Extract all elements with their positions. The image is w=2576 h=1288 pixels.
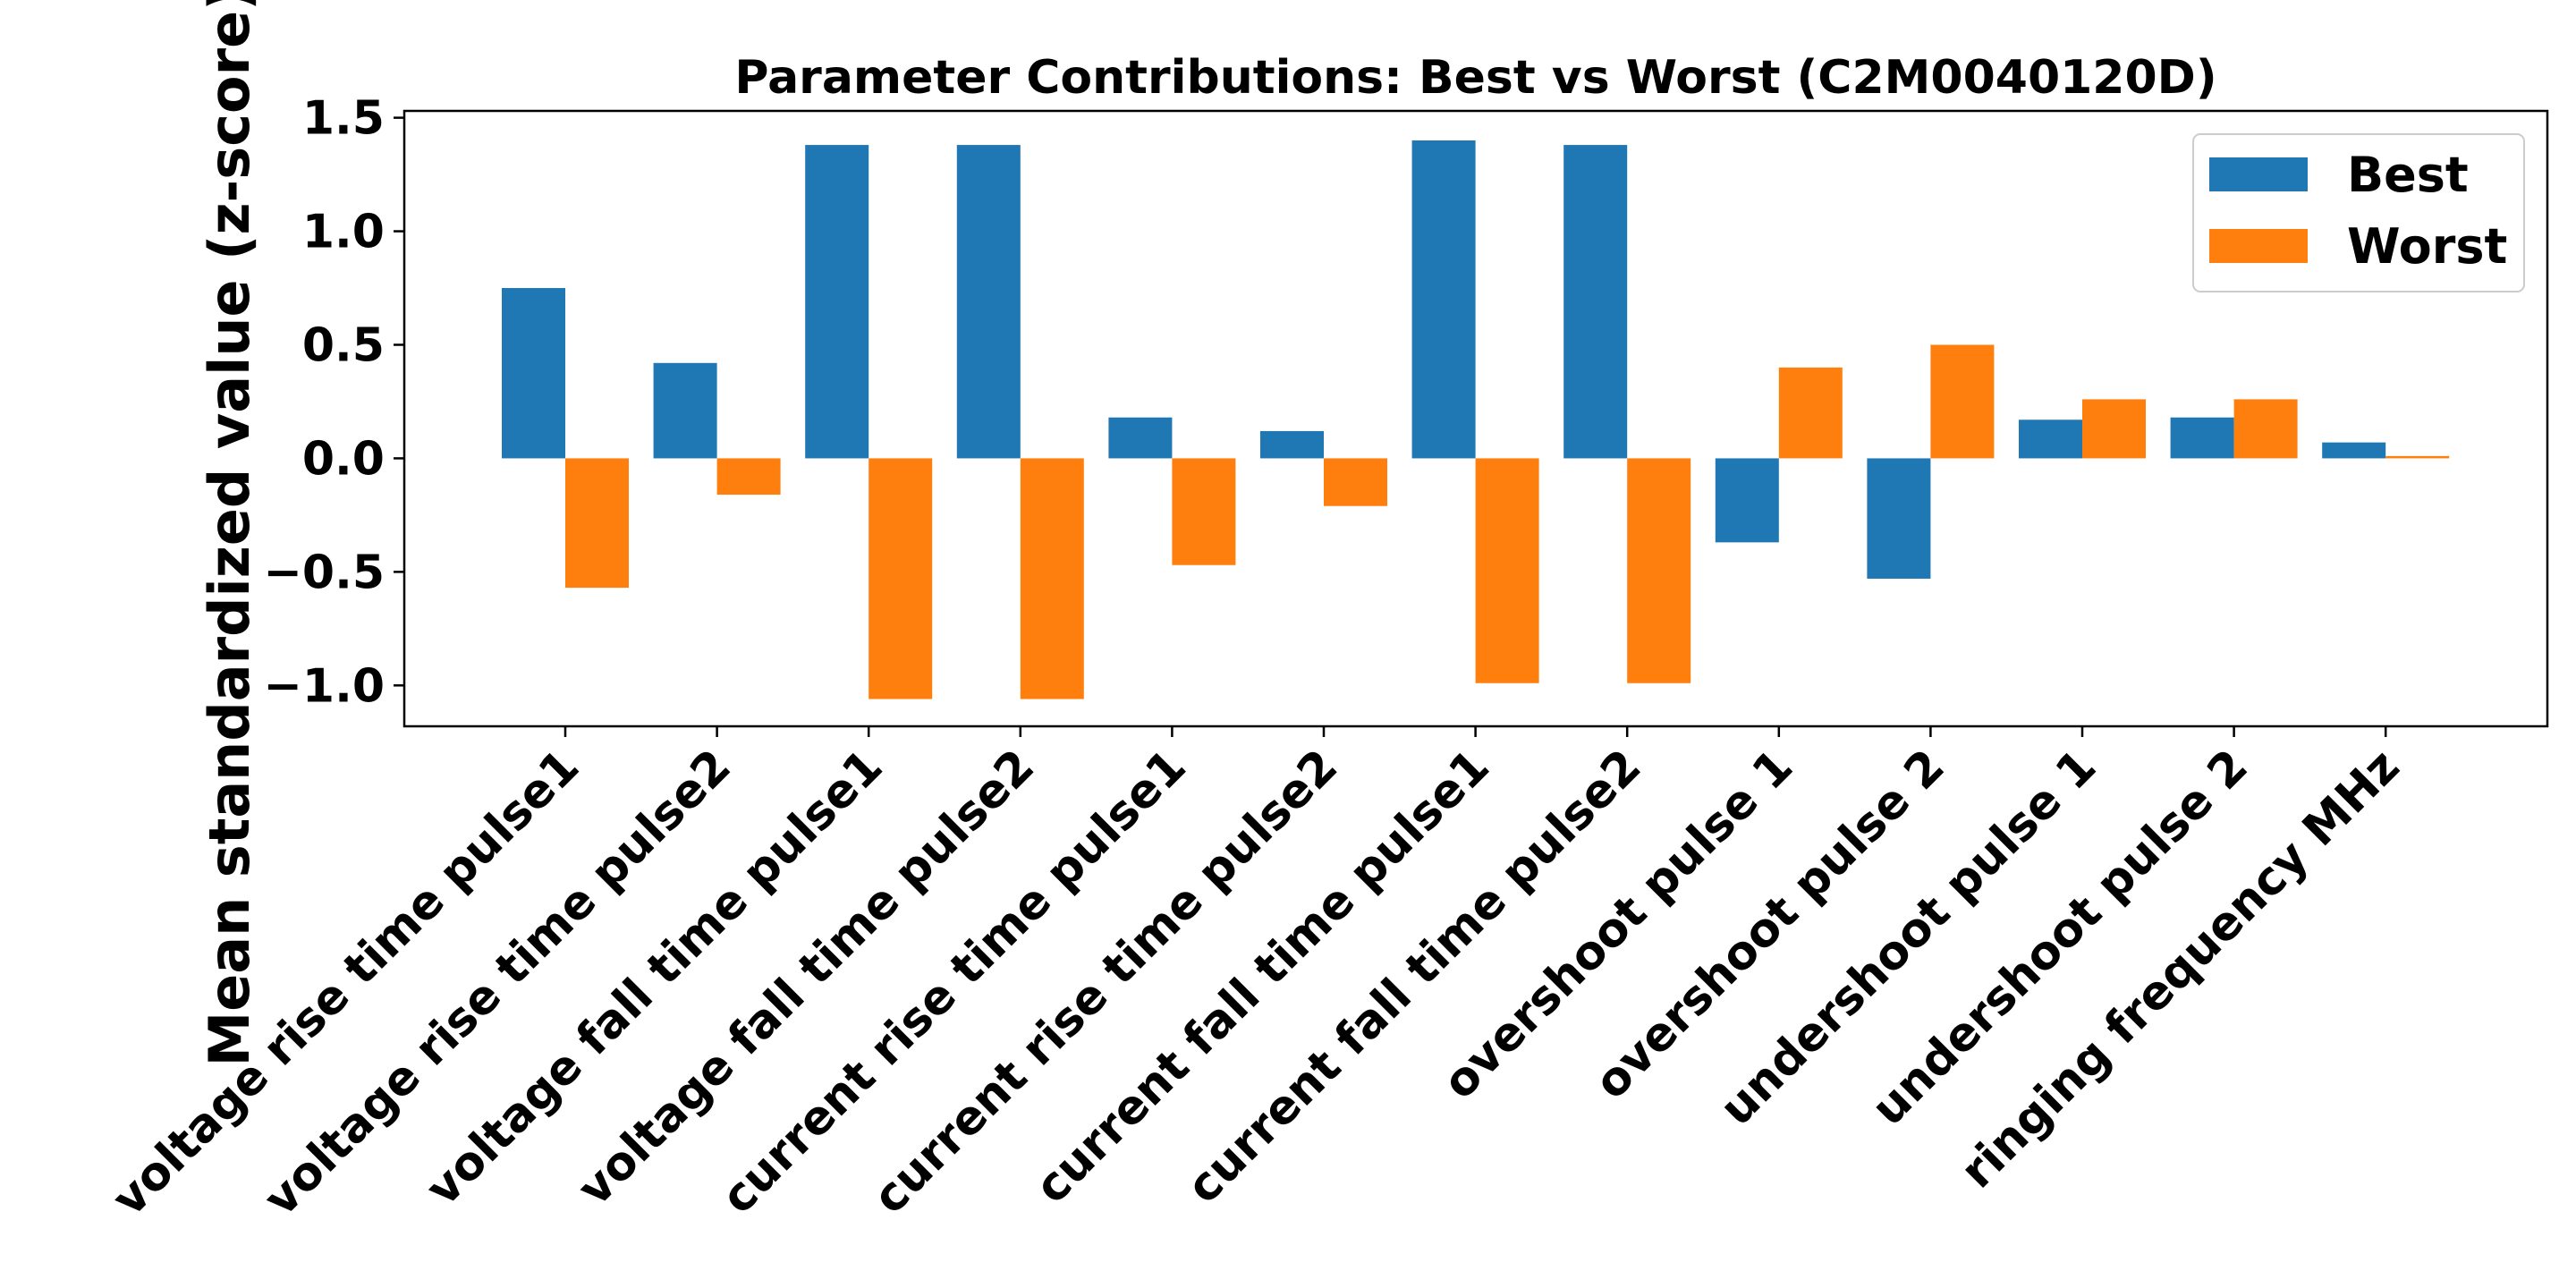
bar-worst-8 — [1778, 367, 1843, 459]
bar-best-7 — [1563, 145, 1628, 459]
y-ticks-layer: 1.5 1.0 0.5 0.0 −0.5 −1.0 — [263, 92, 404, 713]
bar-worst-11 — [2233, 399, 2298, 459]
chart-title: Parameter Contributions: Best vs Worst (… — [734, 51, 2216, 105]
bar-best-3 — [956, 145, 1021, 459]
bar-best-12 — [2322, 442, 2386, 459]
bar-best-4 — [1108, 417, 1173, 459]
bar-worst-0 — [565, 458, 629, 589]
y-axis-label-group: Mean standardized value (z-score) — [197, 0, 262, 1067]
y-tick-label: 1.0 — [302, 206, 385, 259]
bar-worst-3 — [1020, 458, 1084, 699]
bars-layer — [502, 140, 2450, 699]
y-axis-label: Mean standardized value (z-score) — [197, 0, 262, 1067]
bar-worst-6 — [1475, 458, 1539, 683]
legend-label-best: Best — [2347, 147, 2469, 203]
bar-worst-7 — [1627, 458, 1691, 683]
legend: Best Worst — [2192, 133, 2525, 292]
legend-label-worst: Worst — [2347, 218, 2507, 275]
legend-swatch-worst — [2209, 229, 2308, 263]
y-tick-label: −0.5 — [263, 546, 385, 599]
y-tick-label: 0.0 — [302, 432, 385, 486]
bar-worst-9 — [1930, 344, 1995, 459]
bar-best-5 — [1260, 430, 1324, 459]
bar-worst-12 — [2385, 455, 2450, 459]
bar-worst-2 — [869, 458, 933, 699]
bar-worst-4 — [1172, 458, 1236, 565]
bar-best-1 — [653, 362, 717, 459]
y-tick-label: −1.0 — [263, 659, 385, 713]
y-tick-label: 1.5 — [302, 92, 385, 146]
bar-best-0 — [502, 288, 565, 459]
bar-best-9 — [1867, 458, 1931, 579]
bar-worst-10 — [2082, 399, 2146, 459]
bar-worst-5 — [1324, 458, 1387, 506]
bar-best-8 — [1715, 458, 1779, 543]
bar-best-11 — [2170, 417, 2234, 459]
bar-best-2 — [805, 145, 869, 459]
bar-best-10 — [2019, 419, 2082, 459]
bar-worst-1 — [716, 458, 781, 496]
bar-best-6 — [1411, 140, 1476, 459]
legend-swatch-best — [2209, 157, 2308, 191]
y-tick-label: 0.5 — [302, 318, 385, 372]
